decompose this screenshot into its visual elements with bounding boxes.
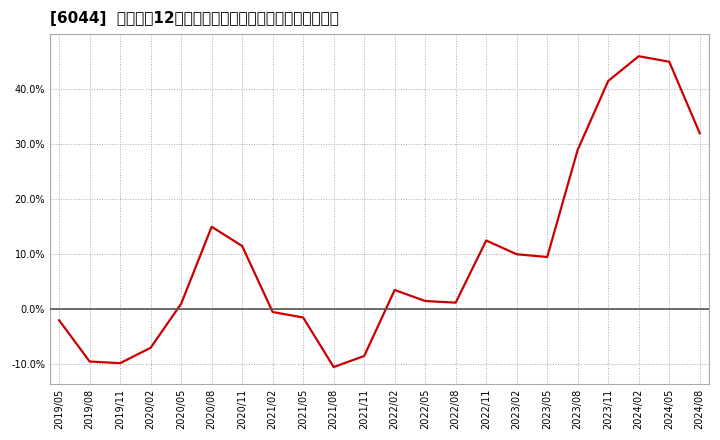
Text: [6044]  売上高の12か月移動合計の対前年同期増減率の推移: [6044] 売上高の12か月移動合計の対前年同期増減率の推移 bbox=[50, 11, 339, 26]
